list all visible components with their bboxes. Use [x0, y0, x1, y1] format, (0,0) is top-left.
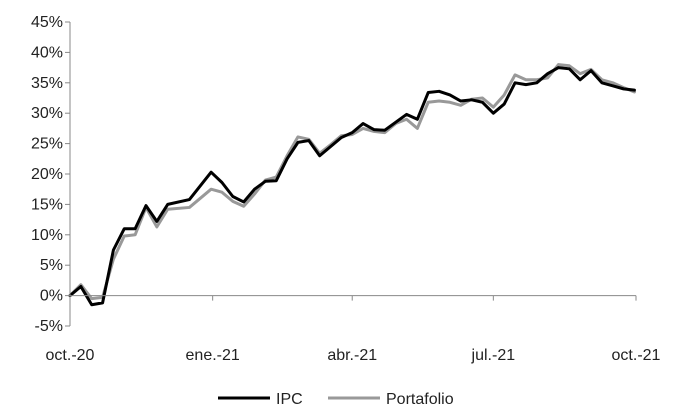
x-axis: oct.-20 ene.-21 abr.-21 jul.-21 oct.-21 — [46, 295, 661, 364]
legend-label-portafolio: Portafolio — [386, 391, 454, 407]
legend-label-ipc: IPC — [276, 391, 303, 407]
y-tick-label: 40% — [31, 44, 63, 61]
y-tick-label: 25% — [31, 136, 63, 153]
x-tick-label: ene.-21 — [186, 347, 240, 364]
plot-area — [68, 63, 636, 307]
x-tick-label: oct.-20 — [46, 347, 95, 364]
y-tick-label: 20% — [31, 166, 63, 183]
y-tick-label: 35% — [31, 75, 63, 92]
x-tick-label: abr.-21 — [327, 347, 377, 364]
series-line-portafolio — [68, 63, 636, 301]
y-axis: -5% 0% 5% 10% 15% 20% 25% 30% 35% 40% 45% — [31, 14, 71, 335]
y-tick-label: 30% — [31, 105, 63, 122]
y-tick-label: 15% — [31, 196, 63, 213]
series-line-ipc — [68, 66, 636, 307]
y-tick-label: 45% — [31, 14, 63, 31]
x-tick-label: jul.-21 — [471, 347, 516, 364]
y-tick-label: 0% — [40, 288, 63, 305]
y-tick-label: 10% — [31, 227, 63, 244]
x-tick-label: oct.-21 — [612, 347, 661, 364]
y-tick-label: 5% — [40, 257, 63, 274]
y-tick-label: -5% — [35, 318, 63, 335]
legend: IPC Portafolio — [218, 391, 454, 407]
